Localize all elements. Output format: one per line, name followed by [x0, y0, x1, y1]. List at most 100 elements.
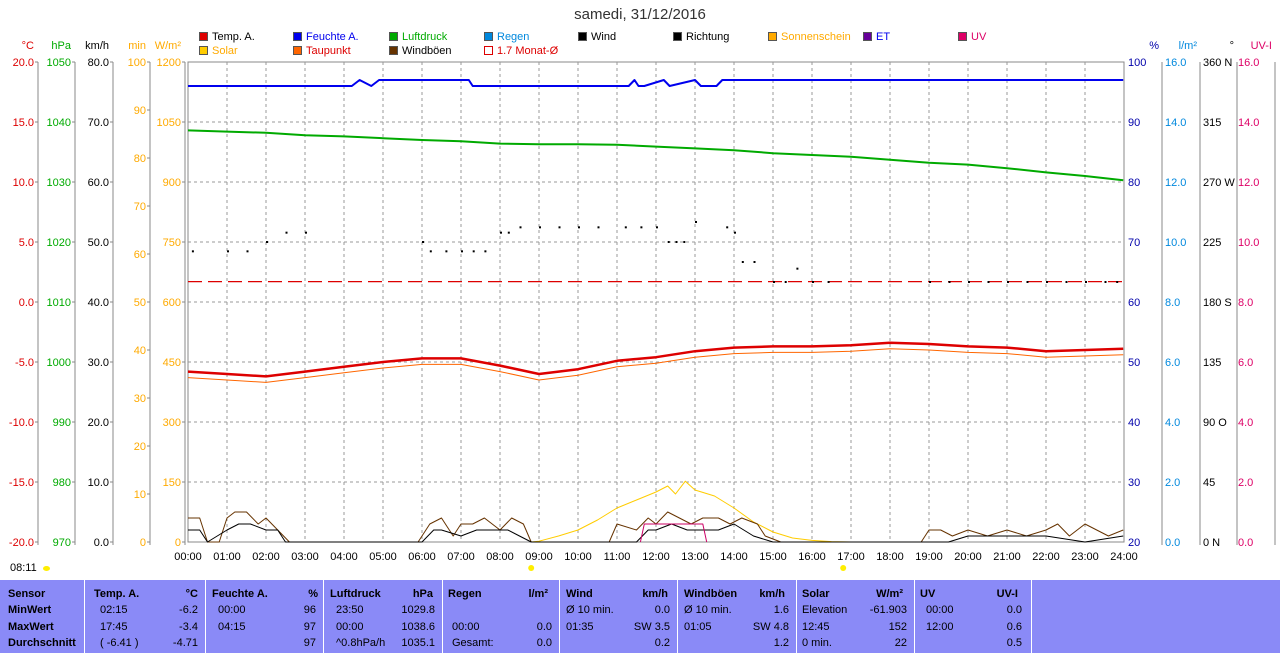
legend-label: Taupunkt: [306, 45, 351, 57]
stat-value-gust: 1.6: [773, 604, 789, 616]
stat-label-temp: 17:45: [100, 621, 128, 633]
legend-swatch: [768, 32, 777, 41]
table-header: Solar: [802, 588, 830, 600]
right-axis-tick-label: 360 N: [1203, 57, 1232, 69]
legend-item: Feuchte A.: [293, 30, 359, 44]
series-wind: [188, 523, 1124, 543]
right-axis-tick-label: 90: [1128, 117, 1140, 129]
left-axis-tick-label: 1050: [157, 117, 181, 129]
left-axis-tick-label: 600: [163, 297, 181, 309]
direction-point: [667, 241, 670, 243]
left-axis-tick-label: 10.0: [88, 477, 109, 489]
x-tick-label: 09:00: [525, 551, 553, 563]
direction-point: [227, 250, 229, 253]
row-label: Durchschnitt: [8, 637, 76, 649]
stat-value-wind: 0.0: [654, 604, 670, 616]
legend-item: Luftdruck: [389, 30, 447, 44]
stat-label-wind: 01:35: [566, 621, 594, 633]
x-tick-label: 15:00: [759, 551, 787, 563]
table-header: Sensor: [8, 588, 46, 600]
sun-marker: [528, 565, 535, 571]
left-axis-tick-label: 40: [134, 345, 146, 357]
stat-value-gust: 1.2: [773, 637, 789, 649]
stat-value-temp: -6.2: [179, 604, 198, 616]
stat-label-press: 00:00: [336, 621, 364, 633]
right-axis-tick-label: 2.0: [1165, 477, 1180, 489]
right-axis-tick-label: 2.0: [1238, 477, 1253, 489]
direction-point: [484, 250, 487, 253]
legend-swatch: [958, 32, 967, 41]
legend-swatch: [389, 46, 398, 55]
stat-value-hum: 97: [303, 621, 316, 633]
left-axis-tick-label: 80.0: [88, 57, 109, 69]
legend-label: UV: [971, 31, 987, 43]
direction-point: [445, 250, 448, 253]
stat-value-uv: 0.0: [1006, 604, 1022, 616]
left-axis-tick-label: -5.0: [15, 357, 34, 369]
x-tick-label: 11:00: [604, 551, 631, 563]
left-axis-tick-label: 1020: [47, 237, 71, 249]
right-axis-tick-label: 40: [1128, 417, 1140, 429]
x-tick-label: 22:00: [1032, 551, 1060, 563]
direction-point: [929, 281, 931, 283]
left-axis-tick-label: 300: [163, 417, 181, 429]
right-axis-tick-label: 16.0: [1238, 57, 1259, 69]
table-divider: [84, 580, 85, 653]
x-tick-label: 07:00: [447, 551, 475, 563]
left-axis-tick-label: 20.0: [13, 57, 34, 69]
right-axis-tick-label: 14.0: [1238, 117, 1259, 129]
direction-point: [429, 250, 432, 253]
left-axis-tick-label: 90: [134, 105, 146, 117]
right-axis-tick-label: 4.0: [1238, 417, 1253, 429]
direction-point: [624, 226, 627, 229]
series-luftdruck: [187, 129, 1124, 182]
x-tick-label: 01:00: [213, 551, 241, 563]
stat-value-hum: 97: [303, 637, 316, 649]
direction-point: [784, 281, 787, 283]
right-axis-tick-label: 180 S: [1203, 297, 1232, 309]
left-axis-tick-label: 150: [163, 477, 181, 489]
table-header: °C: [185, 588, 198, 600]
table-header: Windböen: [684, 588, 738, 600]
left-axis-tick-label: 1010: [47, 297, 71, 309]
legend-swatch: [293, 46, 302, 55]
left-axis-tick-label: 60: [134, 249, 146, 261]
direction-point: [1085, 281, 1087, 283]
left-axis-tick-label: 450: [163, 357, 181, 369]
left-axis-tick-label: 5.0: [19, 237, 34, 249]
row-label: MaxWert: [8, 621, 54, 633]
legend-label: Sonnenschein: [781, 31, 851, 43]
x-tick-label: 14:00: [720, 551, 748, 563]
stat-value-uv: 0.5: [1006, 637, 1022, 649]
right-axis-tick-label: 0.0: [1238, 537, 1253, 549]
x-tick-label: 06:00: [408, 551, 436, 563]
stat-value-gust: SW 4.8: [752, 621, 789, 633]
direction-point: [422, 241, 424, 243]
right-axis-tick-label: 50: [1128, 357, 1140, 369]
right-axis-tick-label: 270 W: [1203, 177, 1235, 189]
right-axis-tick-label: 6.0: [1238, 357, 1253, 369]
legend-label: Wind: [591, 31, 617, 43]
stat-value-rain: 0.0: [536, 621, 552, 633]
left-axis-tick-label: 0.0: [94, 537, 109, 549]
legend-label: Temp. A.: [212, 31, 255, 43]
left-axis-tick-label: 10.0: [13, 177, 34, 189]
legend-swatch: [578, 32, 587, 41]
x-tick-label: 23:00: [1071, 551, 1099, 563]
legend-swatch: [484, 32, 493, 41]
x-tick-label: 05:00: [369, 551, 397, 563]
direction-point: [773, 281, 775, 283]
x-tick-label: 03:00: [291, 551, 319, 563]
direction-point: [1026, 281, 1029, 283]
series-windb-en: [188, 511, 1124, 543]
left-axis-tick-label: 70: [134, 201, 146, 213]
x-tick-label: 16:00: [798, 551, 826, 563]
stat-label-gust: 01:05: [684, 621, 712, 633]
stat-label-hum: 00:00: [218, 604, 246, 616]
direction-point: [812, 281, 814, 283]
legend-label: Regen: [497, 31, 530, 43]
left-axis-tick-label: 80: [134, 153, 146, 165]
sun-icon: [42, 566, 50, 571]
legend-label: 1.7 Monat-Ø: [497, 45, 559, 57]
stat-value-temp: -3.4: [179, 621, 198, 633]
